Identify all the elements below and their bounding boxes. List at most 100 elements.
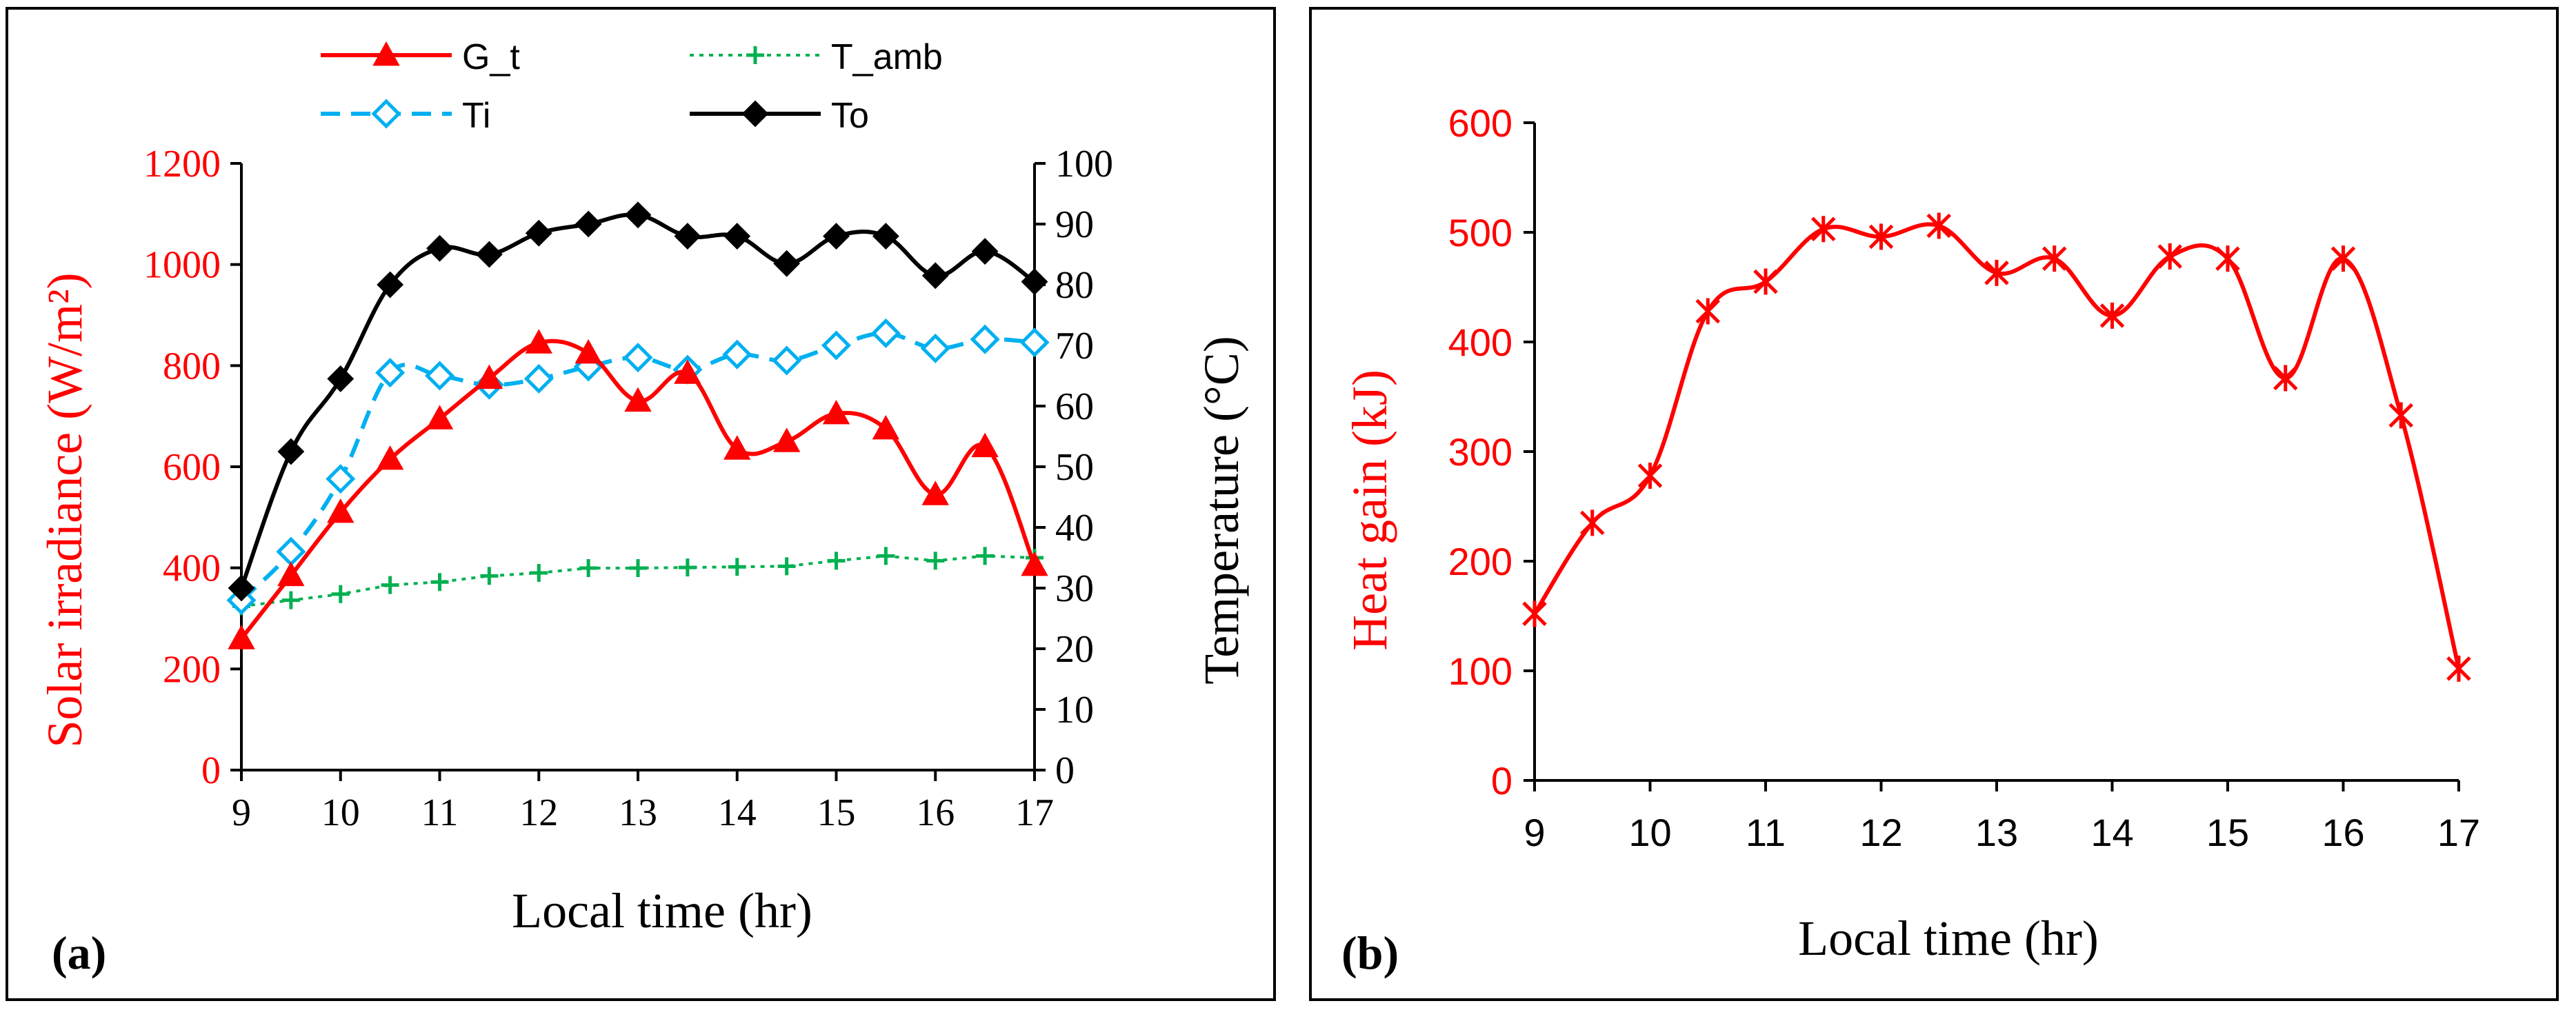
chart-b: 9 10 11 12 13 14 15 16 17 0 100 200 300 400 500 600 (1448, 101, 2481, 854)
point-ti (920, 333, 950, 363)
point-g-t (723, 435, 751, 460)
point-to (971, 238, 999, 265)
y-axis-label-left-a: Solar irradiance (W/m²) (37, 272, 92, 747)
y-tick-label-left: 400 (163, 547, 221, 590)
point-to (674, 223, 701, 250)
legend-label-to: To (831, 96, 869, 136)
point-heat-gain (1695, 298, 1721, 325)
x-tick-label: 9 (232, 791, 251, 834)
point-to (624, 201, 652, 229)
y-tick-label-right: 40 (1055, 507, 1094, 549)
legend-label-g-t: G_t (462, 37, 520, 77)
point-g-t (1021, 551, 1048, 576)
point-t-amb (728, 558, 746, 576)
point-g-t (575, 339, 602, 364)
point-heat-gain (1579, 509, 1605, 536)
x-tick-label: 16 (916, 791, 955, 834)
x-tick-label: 12 (1859, 811, 1902, 854)
point-g-t (475, 364, 503, 390)
legend-marker-g-t (372, 41, 400, 66)
point-g-t (277, 561, 305, 587)
point-heat-gain (2157, 243, 2183, 270)
point-ti (375, 358, 406, 388)
y-tick-label-left: 1200 (143, 143, 221, 185)
point-heat-gain (1753, 268, 1778, 295)
point-to (921, 262, 949, 290)
point-t-amb (777, 557, 796, 576)
point-g-t (426, 405, 454, 430)
series-line-g-t (239, 339, 1037, 640)
point-ti (870, 318, 901, 348)
y-tick-label-right: 50 (1055, 446, 1094, 489)
point-t-amb (827, 552, 846, 570)
y-tick-label: 0 (1491, 759, 1512, 802)
y-axis-label-right-a: Temperature (°C) (1194, 336, 1249, 685)
point-heat-gain (2446, 655, 2471, 682)
point-t-amb (430, 573, 449, 592)
point-g-t (624, 387, 652, 412)
x-tick-label: 14 (718, 791, 757, 834)
point-to (575, 210, 602, 238)
point-ti (970, 324, 1000, 354)
chart-a: 9 10 11 12 13 14 15 16 1702004006008001000120001… (143, 37, 1113, 834)
y-tick-label-right: 90 (1055, 203, 1094, 246)
point-t-amb (480, 567, 499, 585)
point-heat-gain (1637, 462, 1663, 489)
point-g-t (971, 432, 999, 458)
y-tick-label: 400 (1448, 321, 1512, 364)
y-tick-label-left: 600 (163, 446, 221, 489)
point-g-t (228, 625, 255, 649)
y-tick-label-left: 1000 (143, 244, 221, 287)
point-g-t (822, 399, 850, 425)
point-t-amb (579, 558, 598, 577)
panel-b-frame (1309, 7, 2559, 1001)
x-tick-label: 11 (1746, 811, 1786, 854)
x-tick-label: 10 (1628, 811, 1671, 854)
point-g-t (921, 481, 949, 505)
point-ti (1019, 327, 1050, 358)
point-to (277, 438, 305, 465)
point-ti (523, 363, 554, 394)
x-tick-label: 16 (2322, 811, 2364, 854)
x-tick-label: 17 (1015, 791, 1054, 834)
point-t-amb (381, 576, 399, 594)
point-to (823, 223, 850, 250)
y-tick-label: 600 (1448, 101, 1512, 145)
y-tick-label: 500 (1448, 211, 1512, 254)
point-ti (623, 343, 653, 373)
x-tick-label: 11 (421, 791, 459, 834)
x-tick-label: 13 (619, 791, 657, 834)
point-t-amb (331, 585, 350, 603)
point-g-t (872, 414, 900, 440)
y-tick-label-left: 0 (201, 749, 221, 792)
point-heat-gain (1810, 216, 1836, 243)
y-tick-label: 300 (1448, 430, 1512, 474)
point-to (377, 271, 404, 299)
point-heat-gain (2215, 245, 2240, 272)
point-t-amb (678, 558, 697, 577)
x-tick-label: 9 (1524, 811, 1545, 854)
legend-marker-to (741, 100, 769, 128)
point-ti (326, 464, 356, 494)
x-tick-label: 13 (1975, 811, 2018, 854)
point-to (525, 219, 552, 247)
y-tick-label-right: 70 (1055, 325, 1094, 367)
point-t-amb (530, 564, 548, 582)
x-axis-label-b: Local time (hr) (1798, 911, 2099, 966)
point-ti (424, 361, 455, 391)
legend-marker-t-amb (746, 46, 764, 64)
point-heat-gain (1868, 223, 1894, 250)
point-to (773, 250, 801, 277)
x-tick-label: 14 (2090, 811, 2133, 854)
point-heat-gain (2330, 245, 2356, 272)
y-tick-label-left: 800 (163, 345, 221, 387)
y-tick-label-left: 200 (163, 648, 221, 691)
x-tick-label: 15 (817, 791, 856, 834)
y-axis-label-b: Heat gain (kJ) (1342, 370, 1397, 651)
y-tick-label: 200 (1448, 540, 1512, 583)
point-heat-gain (2041, 245, 2067, 272)
y-tick-label-right: 60 (1055, 385, 1094, 428)
point-t-amb (629, 558, 647, 577)
point-t-amb (281, 591, 300, 609)
